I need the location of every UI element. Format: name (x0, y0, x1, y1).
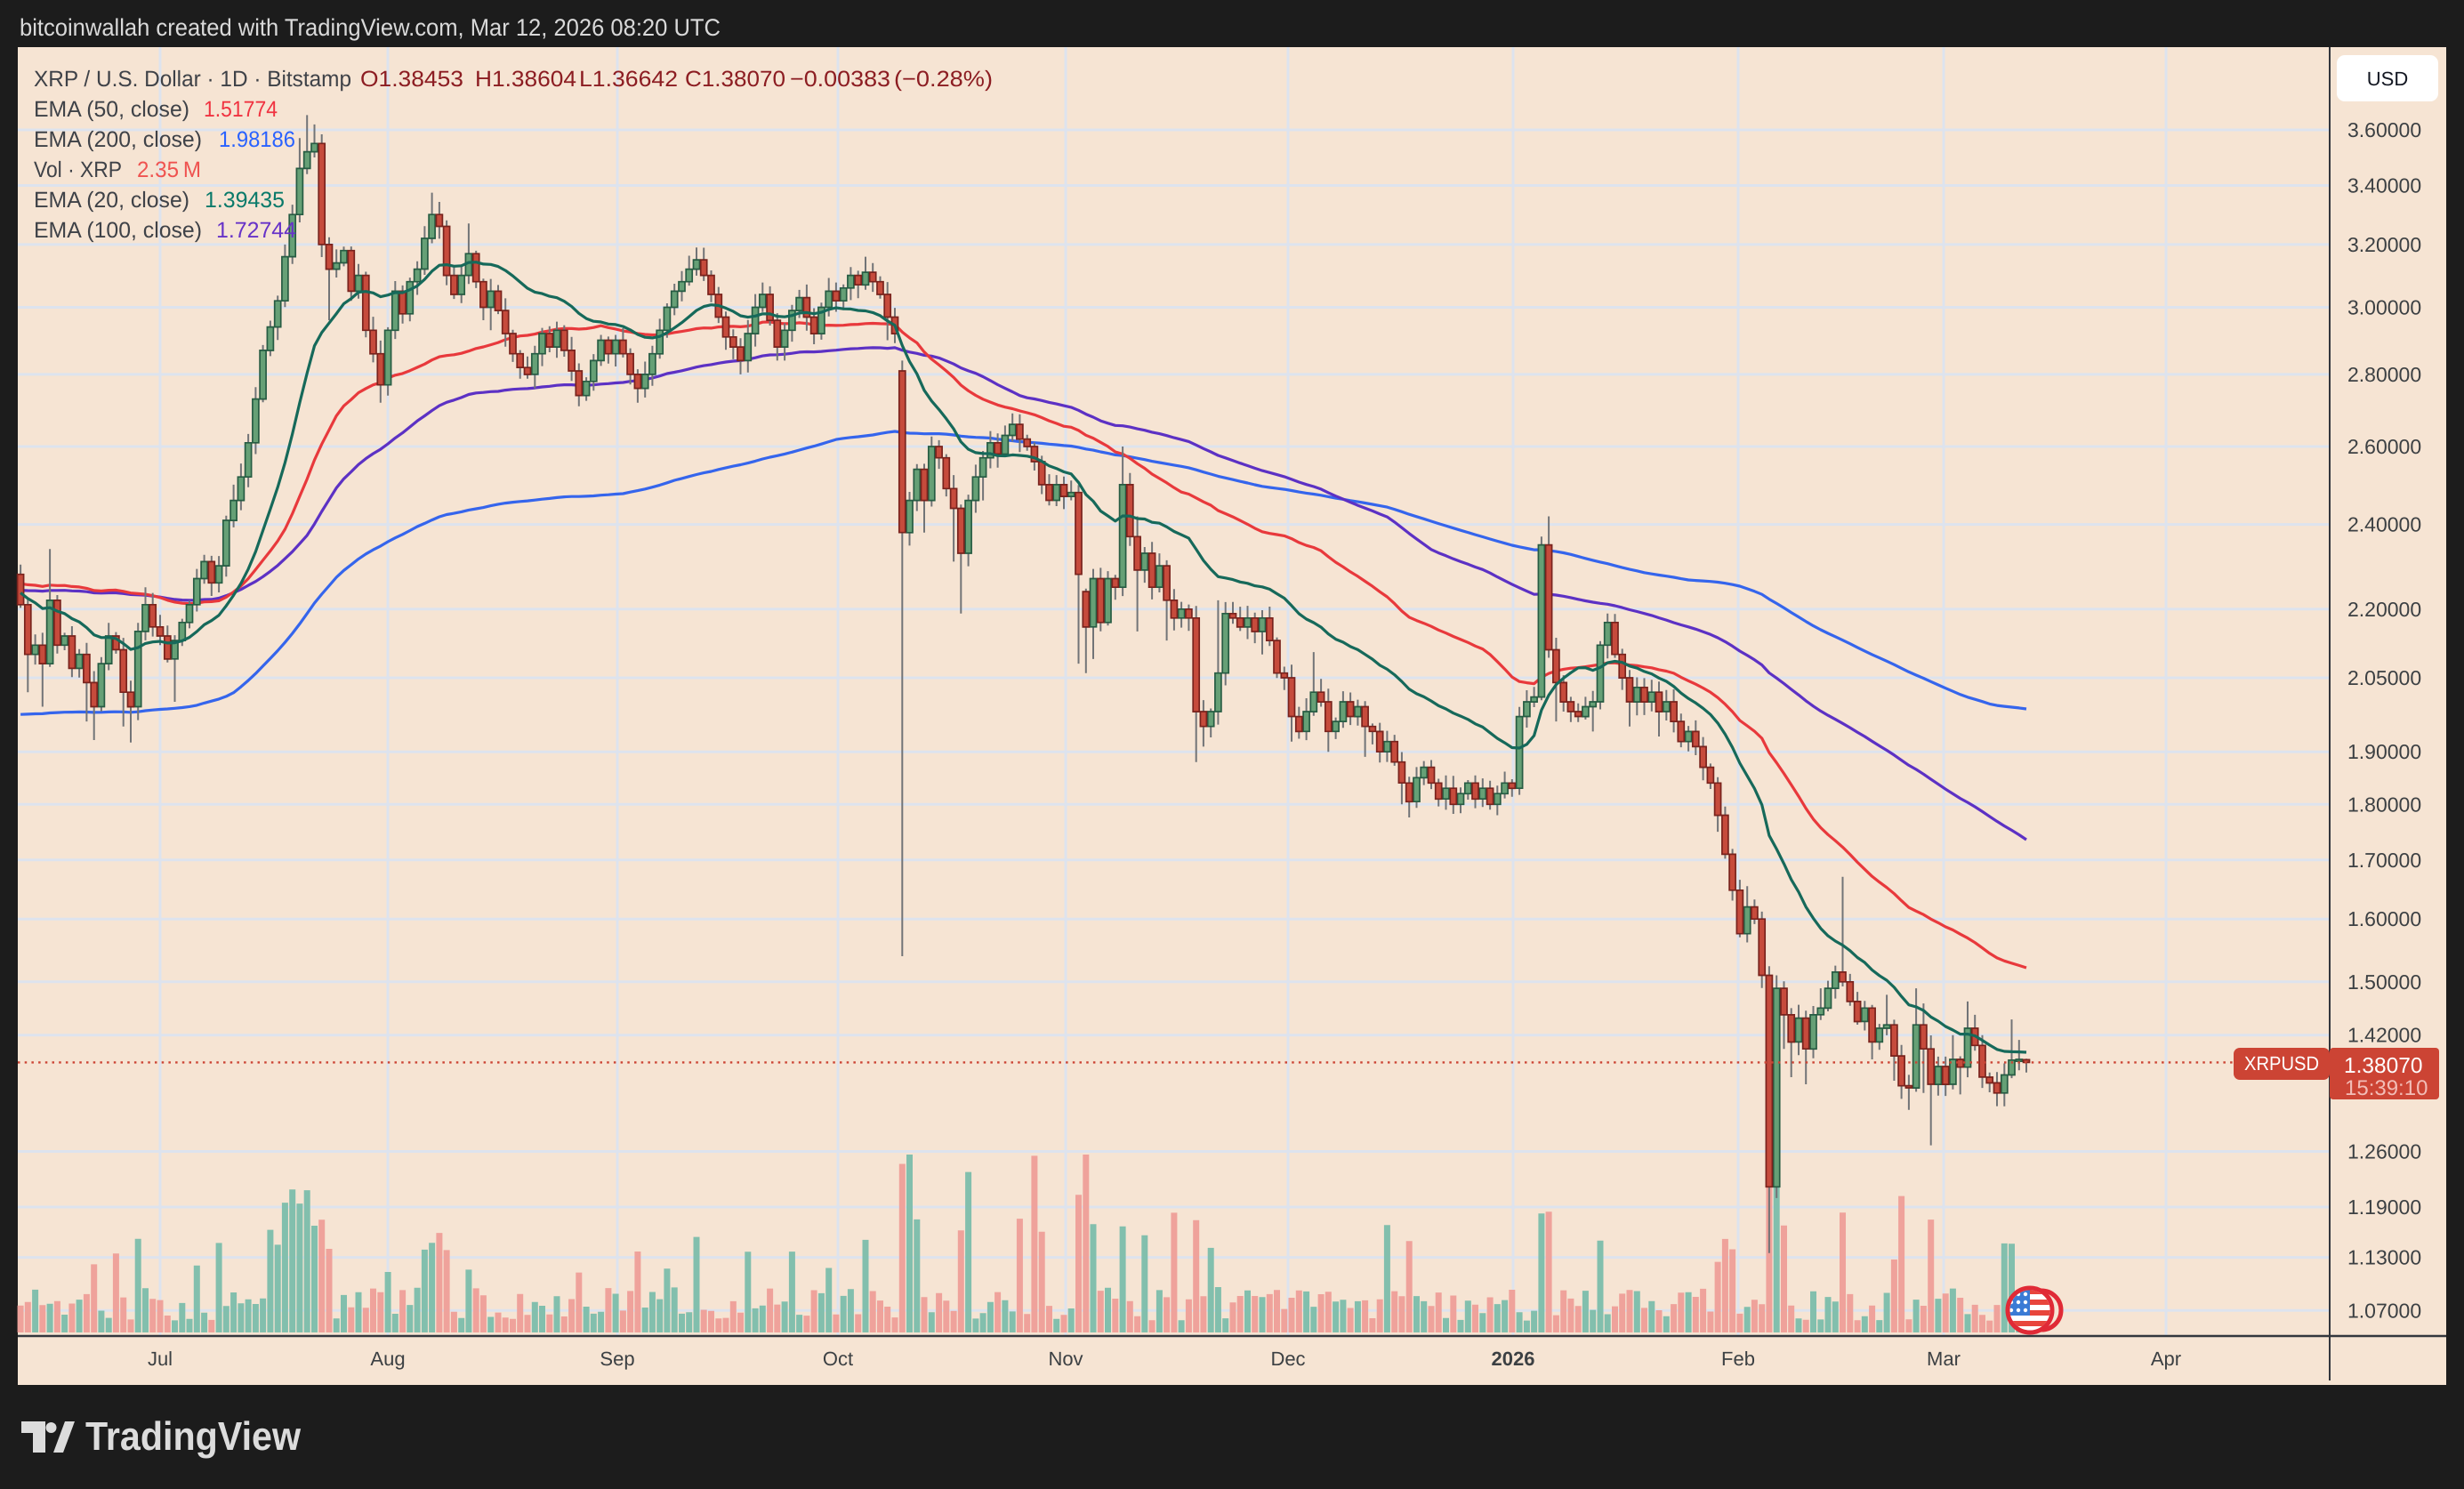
svg-text:1.38070: 1.38070 (2344, 1054, 2423, 1078)
svg-text:15:39:10: 15:39:10 (2345, 1076, 2428, 1100)
svg-text:EMA (200, close): EMA (200, close) (34, 127, 202, 152)
svg-text:3.00000: 3.00000 (2347, 296, 2421, 319)
svg-text:Mar: Mar (1927, 1348, 1961, 1370)
svg-text:−0.00383: −0.00383 (790, 67, 890, 92)
svg-text:Jul: Jul (148, 1348, 173, 1370)
svg-text:1.90000: 1.90000 (2347, 740, 2421, 763)
svg-text:L1.36642: L1.36642 (579, 67, 678, 92)
svg-text:Aug: Aug (370, 1348, 405, 1370)
svg-text:Oct: Oct (823, 1348, 853, 1370)
svg-text:2.35 M: 2.35 M (137, 157, 201, 182)
svg-text:Sep: Sep (600, 1348, 634, 1370)
svg-text:C1.38070: C1.38070 (685, 67, 785, 92)
svg-text:3.20000: 3.20000 (2347, 233, 2421, 256)
svg-text:1.51774: 1.51774 (204, 97, 278, 122)
svg-text:Vol · XRP: Vol · XRP (34, 157, 122, 182)
svg-text:EMA (20, close): EMA (20, close) (34, 188, 189, 213)
svg-text:1.98186: 1.98186 (219, 127, 295, 152)
svg-text:1.19000: 1.19000 (2347, 1195, 2421, 1219)
svg-text:H1.38604: H1.38604 (475, 67, 576, 92)
svg-text:1.60000: 1.60000 (2347, 907, 2421, 930)
svg-text:Nov: Nov (1048, 1348, 1083, 1370)
svg-text:2.60000: 2.60000 (2347, 435, 2421, 458)
svg-text:1.80000: 1.80000 (2347, 793, 2421, 816)
svg-text:3.60000: 3.60000 (2347, 118, 2421, 141)
svg-text:1.72744: 1.72744 (216, 218, 296, 243)
svg-text:1.70000: 1.70000 (2347, 849, 2421, 872)
svg-text:1.50000: 1.50000 (2347, 970, 2421, 994)
svg-text:Apr: Apr (2151, 1348, 2181, 1370)
svg-text:1.07000: 1.07000 (2347, 1299, 2421, 1322)
svg-text:1.26000: 1.26000 (2347, 1140, 2421, 1163)
svg-text:2.40000: 2.40000 (2347, 513, 2421, 536)
svg-text:1.13000: 1.13000 (2347, 1246, 2421, 1269)
svg-text:2.80000: 2.80000 (2347, 363, 2421, 386)
svg-text:3.40000: 3.40000 (2347, 174, 2421, 197)
svg-text:Dec: Dec (1270, 1348, 1305, 1370)
svg-text:2026: 2026 (1492, 1348, 1535, 1370)
svg-text:2.20000: 2.20000 (2347, 598, 2421, 621)
svg-text:XRP / U.S. Dollar · 1D · Bitst: XRP / U.S. Dollar · 1D · Bitstamp (34, 67, 351, 92)
svg-text:XRPUSD: XRPUSD (2244, 1052, 2319, 1074)
svg-text:1.42000: 1.42000 (2347, 1024, 2421, 1047)
svg-text:O1.38453: O1.38453 (360, 67, 463, 92)
svg-text:2.05000: 2.05000 (2347, 666, 2421, 689)
svg-text:1.39435: 1.39435 (205, 188, 285, 213)
svg-text:bitcoinwallah created with Tra: bitcoinwallah created with TradingView.c… (20, 14, 721, 41)
svg-text:EMA (100, close): EMA (100, close) (34, 218, 202, 243)
svg-text:EMA (50, close): EMA (50, close) (34, 97, 189, 122)
svg-text:USD: USD (2367, 68, 2408, 90)
svg-text:Feb: Feb (1721, 1348, 1755, 1370)
svg-text:TradingView: TradingView (85, 1413, 302, 1459)
svg-text:(−0.28%): (−0.28%) (894, 67, 993, 92)
